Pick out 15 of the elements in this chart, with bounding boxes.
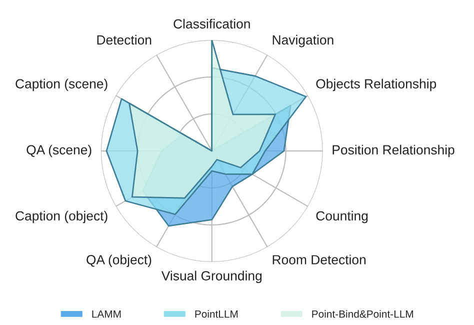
spoke-label: Navigation <box>272 34 334 48</box>
spoke-label: Visual Grounding <box>161 270 262 284</box>
spoke-label: Counting <box>316 210 368 224</box>
spoke-label: Objects Relationship <box>316 78 436 92</box>
spoke-label: Classification <box>174 18 250 29</box>
spoke-label: QA (object) <box>86 254 152 268</box>
spoke-label: QA (scene) <box>26 144 92 158</box>
spoke-label: Detection <box>97 34 152 45</box>
spoke-label: Caption (scene) <box>16 78 108 92</box>
legend-label: PointLLM <box>195 310 238 318</box>
legend-label: Point-Bind&Point-LLM <box>312 310 413 318</box>
legend-label: LAMM <box>92 310 121 318</box>
spoke-label: Position Relationship <box>332 144 454 158</box>
spoke-label: Room Detection <box>272 254 366 264</box>
spoke-label: Caption (object) <box>16 210 108 224</box>
